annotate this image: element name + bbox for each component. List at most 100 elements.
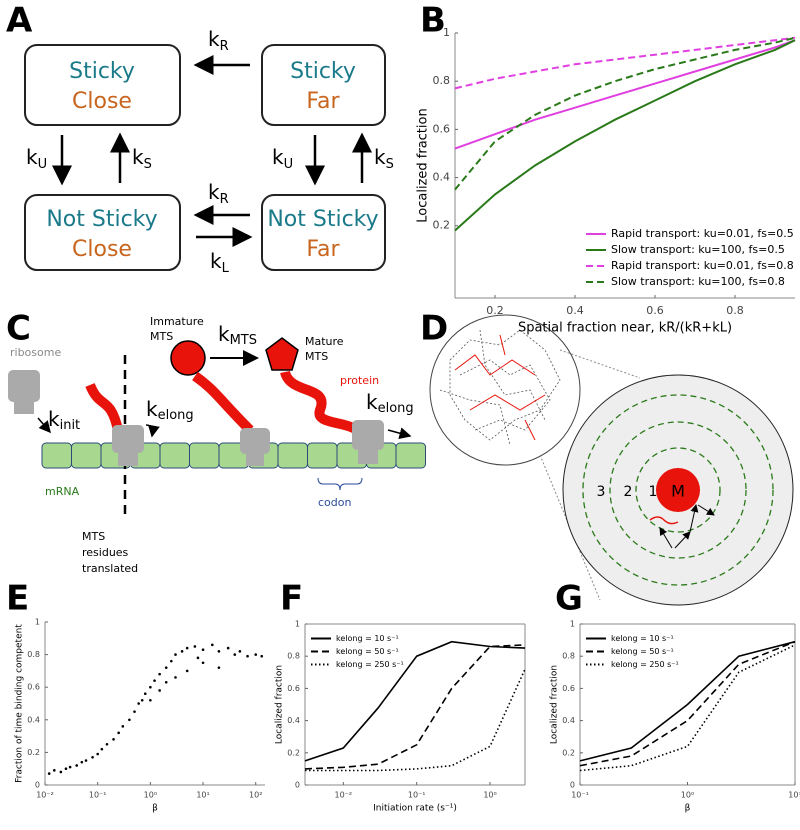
rate-label: kU [272, 145, 293, 172]
ribosome [358, 448, 378, 464]
legend-label: Rapid transport: ku=0.01, fs=0.8 [611, 259, 794, 272]
point [80, 760, 84, 764]
x-tick-label: 0.2 [486, 304, 504, 317]
x-tick-label: 0.4 [566, 304, 584, 317]
point [185, 669, 189, 673]
point [149, 685, 152, 689]
point [217, 650, 221, 653]
point [180, 650, 184, 653]
network [439, 329, 561, 446]
label: MTS [82, 530, 105, 543]
point [193, 645, 197, 648]
legend-label: kelong = 50 s⁻¹ [336, 647, 399, 656]
arrows [52, 55, 372, 247]
x-axis-label: Initiation rate (s⁻¹) [373, 804, 457, 814]
ribosome [112, 425, 144, 453]
motion-arrows [659, 504, 715, 549]
point [164, 666, 168, 669]
y-tick-label: 0.4 [27, 715, 40, 724]
series-line [454, 36, 796, 90]
state-box [261, 194, 386, 271]
series-line [454, 39, 796, 232]
point [149, 698, 152, 702]
x-tick-label: 10⁰ [483, 791, 496, 800]
y-axis-label: Localized fraction [416, 108, 431, 222]
rate-label: kelong [366, 390, 414, 416]
zone-label: 1 [649, 484, 658, 500]
state-text: Not Sticky [267, 207, 378, 232]
center-label: M [671, 482, 685, 501]
label: MTS [305, 350, 328, 363]
ribosome [14, 400, 34, 414]
codon-cell [277, 442, 308, 469]
y-tick-label: 0.2 [287, 748, 300, 757]
inset-circle [429, 314, 581, 466]
legend-label: kelong = 50 s⁻¹ [611, 647, 674, 656]
point [117, 731, 120, 735]
rate-label: kMTS [218, 322, 257, 348]
point [96, 752, 99, 756]
series-line [454, 36, 796, 191]
point [112, 738, 115, 741]
y-tick-label: 0 [570, 781, 575, 790]
y-tick-label: 0.8 [562, 652, 575, 661]
x-tick-label: 10¹ [196, 791, 209, 800]
zone-label: 3 [597, 484, 606, 500]
rate-label: kR [208, 27, 229, 54]
state-text: Far [306, 89, 340, 114]
ribosome [118, 450, 138, 466]
point [158, 689, 161, 692]
state-box [261, 44, 386, 126]
state-text: Not Sticky [46, 207, 157, 232]
y-tick-label: 0.8 [287, 652, 300, 661]
label: MTS [150, 330, 173, 343]
rate-label: kR [208, 180, 229, 207]
y-tick-label: 1 [295, 620, 300, 629]
series-line [579, 640, 796, 762]
ribosome [246, 452, 264, 466]
point [133, 710, 136, 713]
rate-label: kL [210, 249, 230, 276]
legend-label: kelong = 10 s⁻¹ [336, 634, 399, 643]
point [84, 759, 88, 762]
rate-label: kS [374, 145, 394, 172]
codon-cell [395, 442, 426, 469]
point [196, 656, 200, 660]
x-axis-label: β [685, 804, 691, 814]
mitochondrion [656, 468, 700, 512]
x-tick-label: 10⁻¹ [571, 791, 589, 800]
point [121, 725, 125, 728]
panel-label: A [6, 1, 33, 41]
zone-boundary [635, 447, 721, 533]
zone-label: 2 [624, 484, 633, 500]
point [254, 653, 258, 656]
codon-cell [71, 442, 102, 469]
protein-chain [192, 371, 254, 434]
ribosome [352, 420, 384, 450]
point [170, 659, 173, 663]
point [91, 755, 94, 759]
series-line [304, 640, 526, 762]
state-text: Far [306, 237, 340, 262]
codon-cell [307, 442, 338, 469]
state-text: Sticky [290, 59, 356, 84]
immature-mts [170, 340, 206, 376]
x-tick-label: 10⁻² [36, 791, 54, 800]
point [246, 654, 249, 658]
x-axis-label: β [152, 804, 158, 814]
protein-chain [280, 370, 364, 437]
point [201, 648, 205, 652]
y-axis-label: Localized fraction [550, 665, 560, 744]
label: protein [340, 374, 379, 387]
point [47, 772, 51, 775]
zone-boundary [609, 421, 747, 559]
point [64, 767, 68, 770]
point [211, 643, 214, 647]
legend-label: kelong = 250 s⁻¹ [611, 660, 679, 669]
mature-mts [265, 337, 299, 371]
point [164, 681, 168, 684]
label: Immature [150, 315, 204, 328]
y-tick-label: 1 [570, 620, 575, 629]
state-box [24, 194, 181, 271]
y-tick-label: 0.8 [27, 650, 40, 659]
